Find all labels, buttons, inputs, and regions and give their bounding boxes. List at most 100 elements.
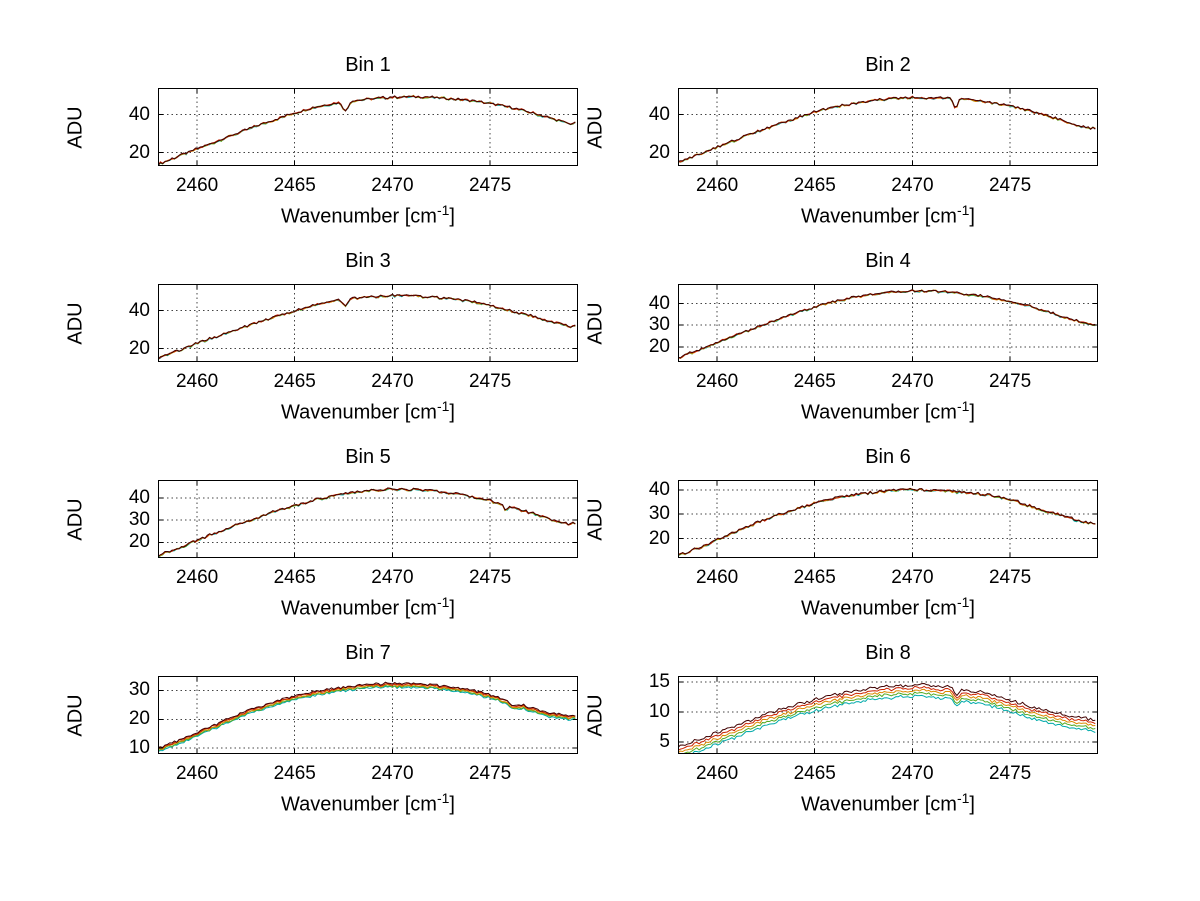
y-axis-label: ADU xyxy=(582,676,610,754)
x-tick-label: 2465 xyxy=(273,371,316,392)
data-series-group xyxy=(678,683,1096,754)
x-tick-label: 2470 xyxy=(891,567,934,588)
tick-marks xyxy=(158,88,578,166)
x-axis-label-prefix: Wavenumber [cm xyxy=(281,401,437,424)
x-axis-label-exponent: -1 xyxy=(436,594,450,610)
grid-lines xyxy=(678,88,1098,166)
subplot-title: Bin 7 xyxy=(345,642,391,664)
data-series-group xyxy=(678,289,1096,360)
subplot-bin-1: Bin 1 ADU 20 40 2460 2465 2470 2475 Wavenumber [… xyxy=(65,54,578,228)
x-tick-label: 2470 xyxy=(371,763,414,784)
x-tick-label: 2465 xyxy=(793,763,836,784)
y-tick-label: 20 xyxy=(128,531,150,553)
x-tick-label: 2460 xyxy=(175,567,219,588)
spectrum-line-5 xyxy=(158,685,576,752)
spectrum-line-4 xyxy=(678,488,1096,556)
x-tick-label: 2465 xyxy=(793,567,836,588)
plot-area xyxy=(158,480,578,558)
plot-area xyxy=(678,284,1098,362)
spectrum-line-3 xyxy=(678,289,1096,359)
y-tick-label: 30 xyxy=(648,314,670,336)
y-axis-label-text: ADU xyxy=(64,301,87,345)
y-tick-label: 40 xyxy=(648,103,670,125)
spectrum-line-3 xyxy=(678,688,1096,754)
x-axis-label-prefix: Wavenumber [cm xyxy=(801,205,957,228)
spectrum-line-1 xyxy=(678,683,1096,748)
y-tick-label: 30 xyxy=(128,679,150,701)
spectrum-line-3 xyxy=(678,488,1096,557)
subplot-bin-5: Bin 5 ADU 20 30 40 2460 2465 2470 2475 Wavenumber… xyxy=(65,446,578,620)
axis-box xyxy=(678,480,1098,558)
plot-area xyxy=(158,88,578,166)
x-axis-label: Wavenumber [cm-1] xyxy=(158,790,578,817)
y-axis-label: ADU xyxy=(62,676,90,754)
x-tick-label: 2475 xyxy=(468,567,512,588)
x-tick-label: 2470 xyxy=(891,763,934,784)
tick-marks xyxy=(678,88,1098,166)
x-axis-label-suffix: ] xyxy=(969,597,975,620)
x-tick-label: 2465 xyxy=(273,763,316,784)
spectrum-line-2 xyxy=(158,95,576,166)
spectrum-line-5 xyxy=(678,96,1096,163)
x-axis-label: Wavenumber [cm-1] xyxy=(158,398,578,425)
y-axis-label: ADU xyxy=(62,284,90,362)
subplot-title: Bin 3 xyxy=(345,250,391,272)
y-tick-label: 10 xyxy=(128,737,150,759)
x-axis-label: Wavenumber [cm-1] xyxy=(678,398,1098,425)
y-tick-label: 20 xyxy=(648,527,670,549)
x-tick-label: 2475 xyxy=(988,567,1032,588)
spectrum-line-2 xyxy=(678,95,1096,163)
x-axis-label-suffix: ] xyxy=(969,401,975,424)
x-tick-label: 2465 xyxy=(793,371,836,392)
spectrum-line-3 xyxy=(158,94,576,166)
axis-box xyxy=(158,88,578,166)
spectrum-line-4 xyxy=(158,684,576,752)
y-tick-label: 20 xyxy=(648,141,670,163)
x-axis-label-exponent: -1 xyxy=(436,398,450,414)
y-tick-label: 10 xyxy=(648,701,670,722)
subplot-bin-3: Bin 3 ADU 20 40 2460 2465 2470 2475 Wavenumber [… xyxy=(65,250,578,424)
y-axis-label: ADU xyxy=(62,480,90,558)
subplot-bin-4: Bin 4 ADU 20 30 40 2460 2465 2470 2475 Wavenumber… xyxy=(585,250,1098,424)
spectrum-line-5 xyxy=(678,488,1096,557)
x-axis-label-prefix: Wavenumber [cm xyxy=(281,205,437,228)
spectrum-line-3 xyxy=(158,683,576,751)
y-tick-label: 40 xyxy=(128,299,150,321)
x-tick-label: 2475 xyxy=(988,175,1032,196)
x-tick-label: 2475 xyxy=(468,371,512,392)
x-axis-label: Wavenumber [cm-1] xyxy=(678,202,1098,229)
x-tick-label: 2465 xyxy=(273,567,316,588)
spectrum-line-2 xyxy=(158,487,576,558)
spectrum-line-4 xyxy=(678,289,1096,359)
subplot-title: Bin 1 xyxy=(345,54,391,76)
x-axis-label-suffix: ] xyxy=(449,793,455,816)
y-axis-label-text: ADU xyxy=(64,497,87,541)
y-axis-label-text: ADU xyxy=(64,693,87,737)
y-tick-label: 40 xyxy=(648,478,670,500)
plot-area xyxy=(678,676,1098,754)
subplot-bin-8: Bin 8 ADU 5 10 15 2460 2465 2470 2475 Wavenumber … xyxy=(585,642,1098,816)
spectrum-line-4 xyxy=(158,487,576,558)
x-axis-label-exponent: -1 xyxy=(436,202,450,218)
x-tick-label: 2475 xyxy=(468,175,512,196)
x-tick-label: 2460 xyxy=(695,175,739,196)
spectrum-line-1 xyxy=(678,487,1096,556)
spectrum-line-4 xyxy=(681,691,1096,754)
subplot-title: Bin 8 xyxy=(865,642,911,664)
subplot-title: Bin 6 xyxy=(865,446,911,468)
spectrum-line-4 xyxy=(158,294,576,361)
x-axis-label: Wavenumber [cm-1] xyxy=(678,790,1098,817)
x-axis-label-prefix: Wavenumber [cm xyxy=(801,793,957,816)
x-axis-label: Wavenumber [cm-1] xyxy=(678,594,1098,621)
x-tick-label: 2460 xyxy=(695,763,739,784)
x-tick-label: 2460 xyxy=(175,763,219,784)
x-axis-label-prefix: Wavenumber [cm xyxy=(281,597,437,620)
data-series-group xyxy=(158,681,576,752)
x-axis-label-suffix: ] xyxy=(449,597,455,620)
spectrum-line-2 xyxy=(678,289,1096,359)
spectrum-line-2 xyxy=(678,488,1096,556)
data-series-group xyxy=(678,95,1096,163)
y-tick-label: 20 xyxy=(648,335,670,357)
spectrum-line-2 xyxy=(158,293,576,360)
